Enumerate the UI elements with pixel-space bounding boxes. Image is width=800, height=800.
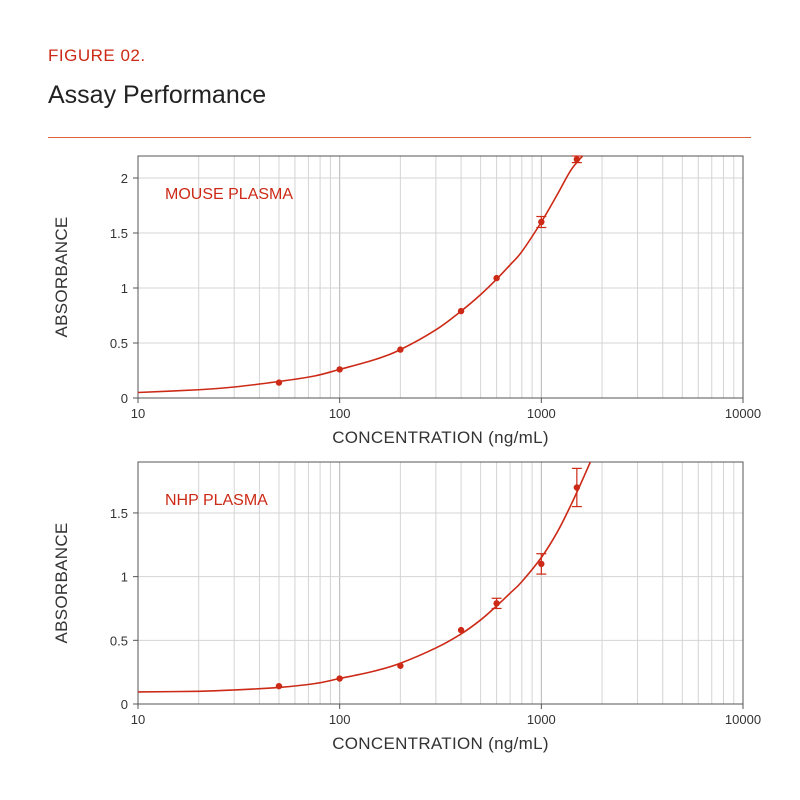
y-tick-label: 1: [121, 570, 128, 585]
y-tick-label: 1.5: [110, 506, 128, 521]
figure-label: FIGURE 02.: [48, 46, 146, 65]
panel-label: MOUSE PLASMA: [165, 186, 293, 203]
data-point: [457, 626, 465, 634]
data-point: [538, 560, 545, 568]
x-tick-label: 10: [131, 712, 145, 727]
data-point: [397, 346, 404, 353]
x-axis-title: CONCENTRATION (ng/mL): [332, 428, 549, 447]
y-tick-label: 0: [121, 697, 128, 712]
figure-title: Assay Performance: [48, 81, 267, 109]
data-point: [336, 675, 343, 682]
y-tick-label: 0.5: [110, 336, 128, 351]
y-tick-label: 2: [121, 171, 128, 186]
y-tick-label: 1.5: [110, 226, 128, 241]
data-point: [275, 379, 283, 386]
data-point: [457, 307, 465, 315]
data-point: [538, 218, 545, 226]
mouse-plasma-chart: 0 0.5 1 1.5 2 10 100 1000 10000 CONCENTRATION (ng…: [52, 155, 761, 447]
data-point: [336, 366, 343, 373]
nhp-plasma-chart: 0 0.5 1 1.5 10 100 1000 10000 CONCENTRATION (ng/…: [52, 461, 761, 753]
x-tick-label: 100: [329, 712, 351, 727]
y-tick-label: 0.5: [110, 633, 128, 648]
x-tick-label: 10: [131, 406, 145, 421]
y-tick-label: 1: [121, 281, 128, 296]
x-tick-label: 10000: [725, 712, 761, 727]
y-tick-label: 0: [121, 391, 128, 406]
x-tick-label: 1000: [527, 406, 556, 421]
plot-frame: [137, 461, 744, 705]
data-point: [493, 600, 500, 607]
panel-label: NHP PLASMA: [165, 492, 268, 509]
x-tick-label: 1000: [527, 712, 556, 727]
x-tick-label: 100: [329, 406, 351, 421]
data-point: [573, 484, 581, 491]
y-axis-title: ABSORBANCE: [52, 216, 71, 337]
x-tick-label: 10000: [725, 406, 761, 421]
data-point: [573, 156, 581, 163]
data-point: [275, 682, 283, 690]
data-point: [397, 662, 404, 669]
x-axis-title: CONCENTRATION (ng/mL): [332, 734, 549, 753]
plot-frame: [137, 155, 744, 399]
y-axis-title: ABSORBANCE: [52, 522, 71, 643]
title-divider: [48, 137, 751, 138]
data-point: [493, 274, 500, 282]
